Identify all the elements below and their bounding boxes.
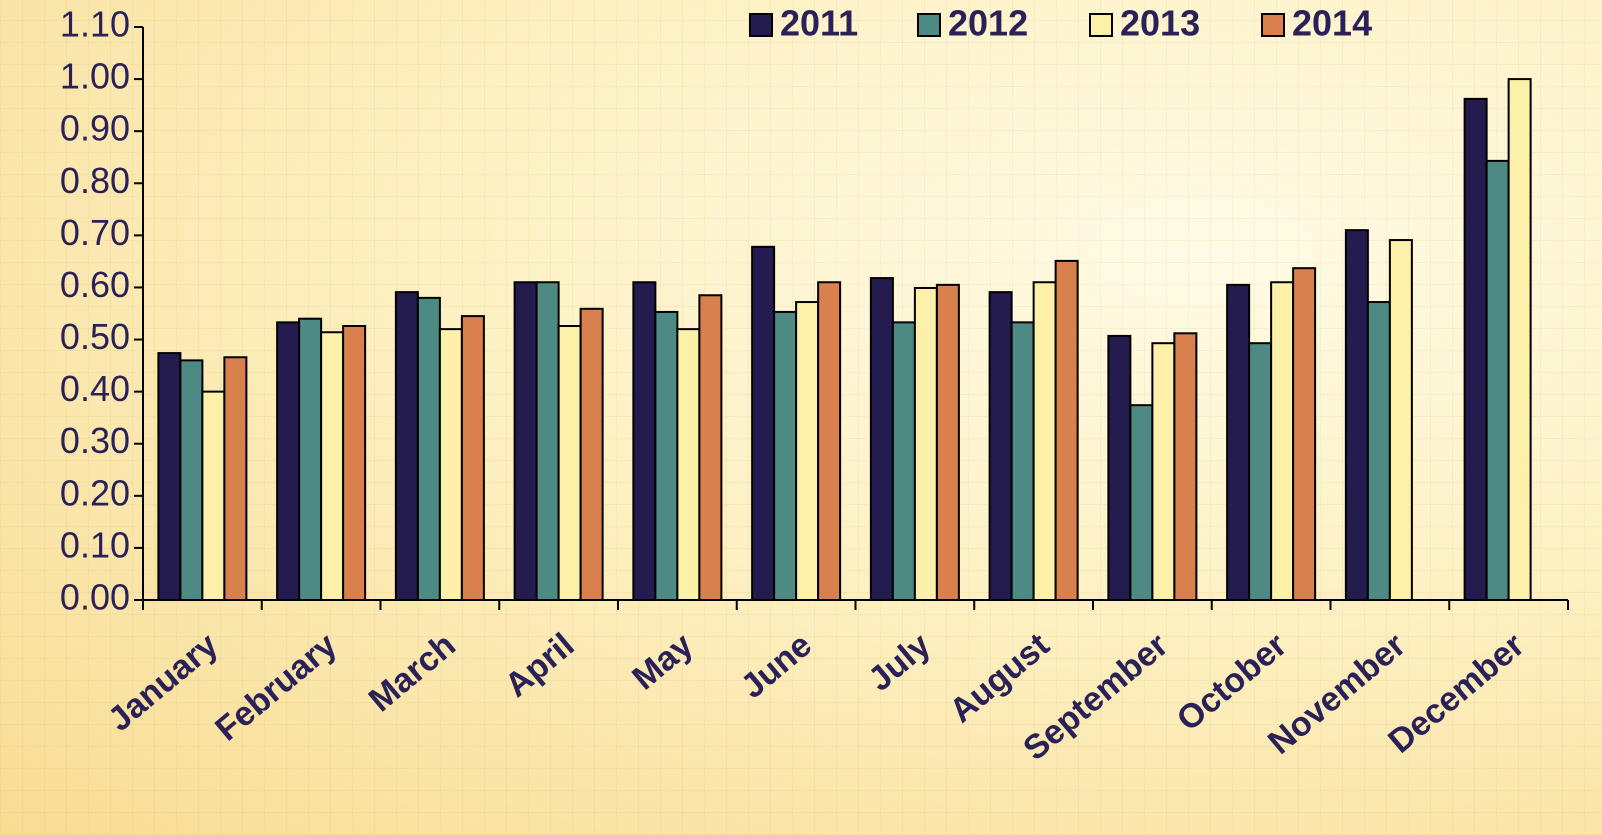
bar [1292,267,1317,601]
bar [1054,259,1079,601]
bar [320,331,345,601]
legend-label: 2014 [1292,3,1372,44]
bar [298,317,323,601]
bar [513,281,538,601]
bar [416,296,441,601]
x-tick-label: May [625,626,700,698]
bar [751,245,776,601]
legend-swatch [749,13,773,37]
bar [1248,342,1273,601]
bar [1463,97,1488,601]
bar [342,325,367,601]
x-tick-label: June [734,626,819,706]
bar [223,356,248,602]
bar [460,315,485,601]
legend-swatch [1089,13,1113,37]
x-tick-label: March [362,626,463,719]
y-tick-label: 1.00 [60,56,130,97]
y-tick-label: 0.00 [60,577,130,618]
x-tick-label: August [942,626,1056,730]
bar [1173,332,1198,601]
bar [632,281,657,601]
bar [1107,334,1132,601]
bar [557,325,582,601]
bar [817,281,842,601]
y-tick-label: 0.10 [60,524,130,565]
legend-label: 2012 [948,3,1028,44]
bar [201,390,226,601]
bar [1366,301,1391,601]
bar [157,352,182,601]
legend-label: 2013 [1120,3,1200,44]
y-tick-label: 0.20 [60,472,130,513]
y-tick-label: 0.60 [60,264,130,305]
bar [869,277,894,601]
bar [1388,239,1413,601]
bar [1032,281,1057,601]
y-tick-label: 0.80 [60,160,130,201]
bar [1485,159,1510,602]
bar [773,310,798,601]
bar [1010,321,1035,601]
bar [179,359,204,601]
x-tick-label: April [498,626,582,705]
legend-swatch [1261,13,1285,37]
y-tick-label: 0.90 [60,108,130,149]
bar [535,281,560,601]
y-tick-label: 0.50 [60,316,130,357]
bar [1226,283,1251,601]
bar [654,310,679,601]
y-tick-label: 0.40 [60,368,130,409]
bar [935,283,960,601]
x-tick-label: January [101,626,225,739]
bar [438,328,463,601]
bar [988,291,1013,601]
bar [676,328,701,601]
y-tick-label: 0.30 [60,420,130,461]
bar [1270,281,1295,601]
bar [579,307,604,601]
bar [891,321,916,601]
x-tick-label: July [861,626,938,699]
bar [276,321,301,601]
bar [913,286,938,601]
bar [394,291,419,601]
bar [698,294,723,601]
bar [1129,404,1154,601]
x-tick-label: February [208,626,344,749]
legend-label: 2011 [780,3,858,44]
legend-swatch [917,13,941,37]
bar [795,301,820,601]
bar [1151,342,1176,601]
bar [1507,78,1532,602]
y-tick-label: 0.70 [60,212,130,253]
bar [1344,229,1369,601]
y-tick-label: 1.10 [60,4,130,45]
